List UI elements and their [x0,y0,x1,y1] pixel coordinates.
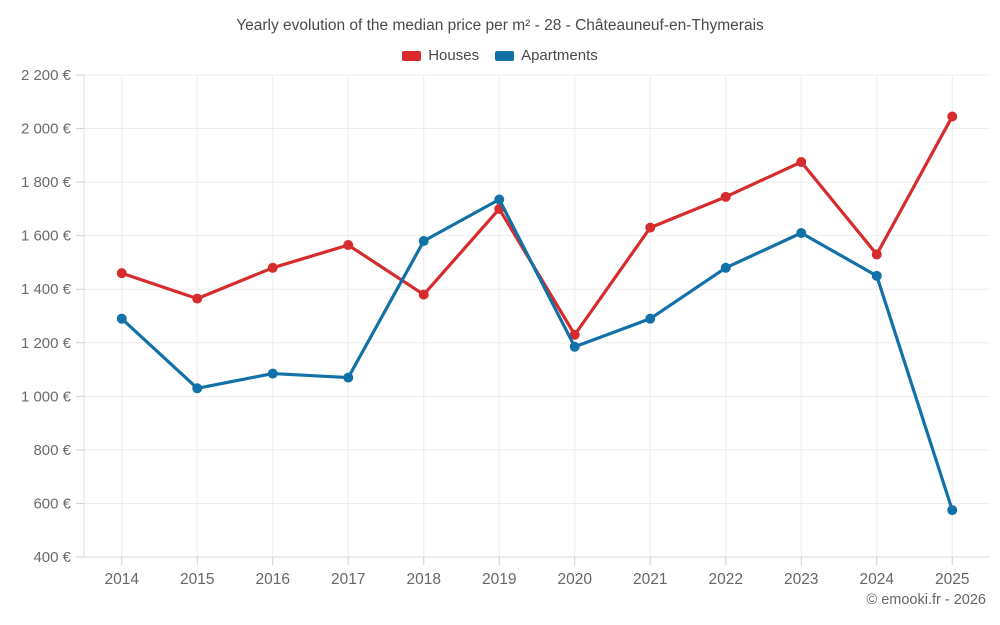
apartments-data-point[interactable] [343,372,354,383]
legend-label-apartments: Apartments [521,47,598,64]
apartments-data-point[interactable] [796,227,807,238]
apartments-data-point[interactable] [267,368,278,379]
y-tick-label: 600 € [33,495,71,512]
x-tick-label: 2022 [709,571,743,588]
apartments-data-point[interactable] [569,341,580,352]
houses-data-point[interactable] [343,240,354,251]
y-tick-label: 1 000 € [21,388,72,405]
houses-line [120,114,954,337]
legend-item-houses[interactable]: Houses [402,47,479,64]
apartments-swatch [495,50,515,61]
y-tick-label: 2 000 € [21,121,72,138]
apartments-data-point[interactable] [418,236,429,247]
legend-label-houses: Houses [428,47,480,64]
apartments-data-point[interactable] [720,262,731,273]
houses-data-point[interactable] [116,268,127,279]
apartments-line [120,197,954,512]
y-tick-label: 1 200 € [21,335,72,352]
copyright: © emooki.fr - 2026 [866,592,986,608]
apartments-data-point[interactable] [871,270,882,281]
apartments-data-point[interactable] [645,313,656,324]
x-tick-label: 2018 [407,571,441,588]
houses-data-point[interactable] [796,157,807,168]
apartments-data-point[interactable] [116,313,127,324]
houses-data-point[interactable] [192,293,203,304]
y-tick-label: 1 400 € [21,281,72,298]
y-tick-label: 1 600 € [21,228,72,245]
chart-title: Yearly evolution of the median price per… [236,17,764,34]
chart-legend: Houses Apartments [0,47,1000,64]
x-tick-label: 2016 [256,571,290,588]
x-tick-label: 2025 [935,571,969,588]
x-tick-label: 2021 [633,571,667,588]
y-tick-label: 800 € [33,442,71,459]
x-tick-label: 2015 [180,571,214,588]
houses-data-point[interactable] [418,289,429,300]
x-tick-label: 2014 [105,571,140,588]
houses-data-point[interactable] [645,222,656,233]
houses-data-point[interactable] [267,262,278,273]
y-tick-label: 400 € [33,549,71,566]
apartments-data-point[interactable] [947,505,958,516]
houses-swatch [402,50,422,61]
x-tick-label: 2020 [558,571,593,588]
apartments-data-point[interactable] [494,194,505,205]
x-tick-label: 2024 [860,571,895,588]
y-tick-label: 2 200 € [21,67,72,84]
houses-data-point[interactable] [720,191,731,202]
houses-data-point[interactable] [947,111,958,122]
legend-item-apartments[interactable]: Apartments [495,47,598,64]
x-tick-label: 2019 [482,571,516,588]
apartments-data-point[interactable] [192,383,203,394]
houses-data-point[interactable] [871,249,882,260]
x-tick-label: 2017 [331,571,365,588]
houses-data-point[interactable] [569,329,580,340]
y-tick-label: 1 800 € [21,174,72,191]
x-tick-label: 2023 [784,571,818,588]
